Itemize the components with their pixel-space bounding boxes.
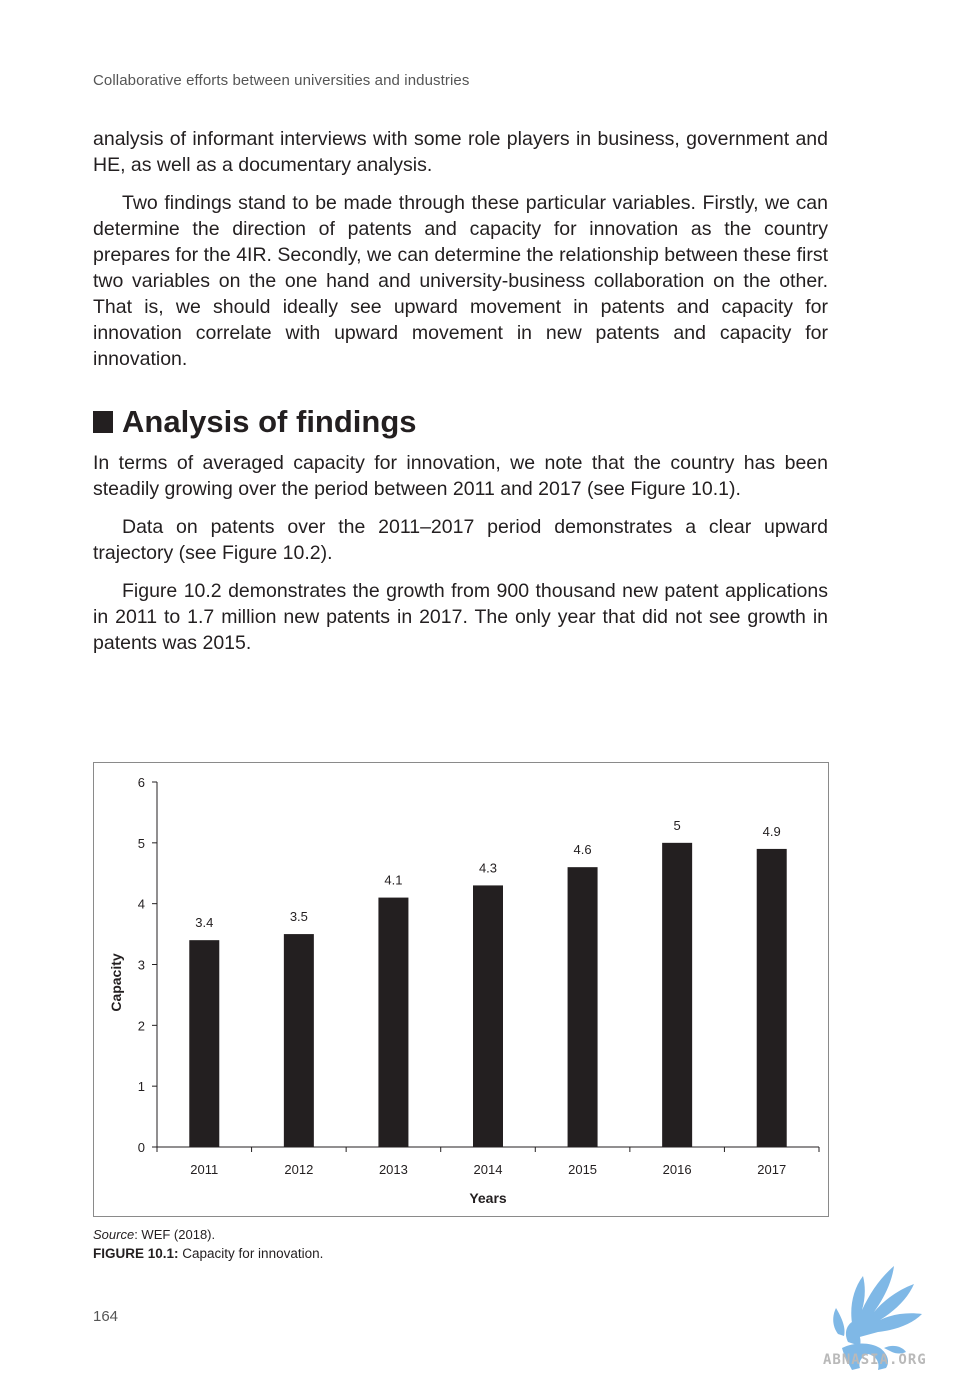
x-tick-label: 2015	[568, 1162, 597, 1177]
bar	[662, 842, 693, 1147]
source-text: : WEF (2018).	[134, 1227, 216, 1242]
x-tick-label: 2011	[190, 1162, 218, 1177]
x-tick-label: 2012	[284, 1162, 313, 1177]
bar-value-label: 4.6	[574, 842, 592, 857]
paragraph: In terms of averaged capacity for innova…	[93, 452, 828, 500]
y-tick-label: 1	[138, 1079, 145, 1094]
y-tick-label: 4	[138, 897, 145, 912]
y-tick-label: 6	[138, 775, 145, 790]
bar	[378, 897, 409, 1147]
bar	[189, 940, 220, 1147]
paragraph: Figure 10.2 demonstrates the growth from…	[93, 580, 828, 654]
figure-source: Source: WEF (2018).	[93, 1227, 215, 1242]
section-heading-text: Analysis of findings	[122, 404, 417, 439]
heading-square-icon	[93, 411, 113, 433]
bar-value-label: 3.4	[195, 915, 213, 930]
figure-caption: FIGURE 10.1: Capacity for innovation.	[93, 1246, 323, 1261]
watermark-text: ABNASIA.ORG	[823, 1352, 927, 1368]
paragraph: analysis of informant interviews with so…	[93, 128, 828, 176]
findings-text-block: In terms of averaged capacity for innova…	[93, 450, 828, 668]
griffin-logo-icon	[833, 1266, 922, 1370]
bar	[756, 848, 787, 1147]
source-label: Source	[93, 1227, 135, 1242]
bar	[283, 934, 314, 1147]
paragraph: Two findings stand to be made through th…	[93, 192, 828, 370]
y-tick-label: 3	[138, 958, 145, 973]
y-tick-label: 0	[138, 1140, 145, 1155]
figure-frame: 0 1 2 3 4 5 6 3.4 2011 3.5 2012 4.1 2013 4.3 2014 4.6 20…	[93, 762, 829, 1217]
bar-value-label: 4.9	[763, 824, 781, 839]
y-tick-label: 2	[138, 1018, 145, 1033]
x-tick-label: 2014	[474, 1162, 503, 1177]
bar-value-label: 3.5	[290, 909, 308, 924]
bar	[567, 867, 598, 1147]
page-number: 164	[93, 1308, 119, 1325]
bar-value-label: 4.1	[384, 873, 402, 888]
intro-text-block: analysis of informant interviews with so…	[93, 126, 828, 384]
x-axis-title: Years	[469, 1190, 507, 1206]
y-tick-label: 5	[138, 836, 145, 851]
bar	[473, 885, 503, 1147]
section-heading: Analysis of findings	[93, 404, 417, 440]
running-head: Collaborative efforts between universiti…	[93, 72, 470, 89]
y-axis-title: Capacity	[108, 953, 124, 1012]
caption-label: FIGURE 10.1:	[93, 1246, 179, 1261]
caption-text: Capacity for innovation.	[178, 1246, 324, 1261]
paragraph: Data on patents over the 2011–2017 perio…	[93, 516, 828, 564]
bar-chart: 0 1 2 3 4 5 6 3.4 2011 3.5 2012 4.1 2013 4.3 2014 4.6 20…	[108, 775, 820, 1206]
bar-value-label: 4.3	[479, 860, 497, 875]
x-tick-label: 2017	[757, 1162, 786, 1177]
x-tick-label: 2013	[379, 1162, 408, 1177]
x-tick-label: 2016	[663, 1162, 692, 1177]
bar-value-label: 5	[674, 818, 681, 833]
